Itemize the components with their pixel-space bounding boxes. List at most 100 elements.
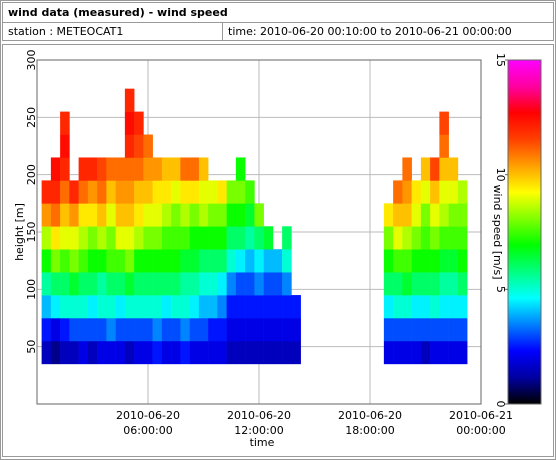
cell (439, 318, 449, 342)
cell (254, 249, 264, 273)
y-tick-label: 100 (25, 279, 38, 300)
cell (134, 203, 144, 227)
cell (124, 249, 135, 273)
cell (208, 226, 218, 250)
cell (143, 180, 153, 204)
cell (106, 203, 116, 227)
cell (198, 203, 209, 227)
cell (198, 226, 209, 250)
cell (411, 249, 422, 273)
cell (180, 295, 190, 319)
cell (411, 226, 422, 250)
cell (245, 203, 255, 227)
cell (254, 295, 264, 319)
cell (411, 272, 422, 296)
cell (134, 180, 144, 204)
cell (180, 272, 190, 296)
cell (430, 180, 440, 204)
plot-border (36, 59, 482, 405)
cell (134, 226, 144, 250)
cell (393, 340, 403, 365)
cell (115, 203, 126, 227)
cell (189, 340, 200, 365)
cell (161, 318, 172, 342)
cell (448, 340, 459, 365)
cell (457, 180, 468, 204)
cell (161, 226, 172, 250)
cell (69, 295, 79, 319)
cell (383, 272, 394, 296)
cell (124, 340, 135, 365)
cell (161, 249, 172, 273)
cell (457, 340, 468, 365)
cell (41, 180, 52, 204)
cell (263, 295, 274, 319)
cell (383, 249, 394, 273)
y-axis-label: height [m] (13, 203, 26, 261)
cell (180, 203, 190, 227)
cell (143, 203, 153, 227)
cell (439, 295, 449, 319)
header-box (2, 2, 554, 41)
cell (87, 226, 98, 250)
cell (60, 295, 70, 319)
cell (263, 340, 274, 365)
cell (272, 272, 283, 296)
cell (254, 272, 264, 296)
cell (198, 180, 209, 204)
cell (439, 249, 449, 273)
cell (282, 226, 292, 250)
cell (217, 249, 227, 273)
cell (152, 203, 163, 227)
cell (291, 340, 301, 365)
cell (208, 249, 218, 273)
cell (97, 272, 107, 296)
cell (254, 203, 264, 227)
y-tick-label: 150 (25, 222, 38, 243)
cell (124, 157, 135, 181)
cell (226, 249, 237, 273)
cell (393, 180, 403, 204)
x-tick-label: 2010-06-20 12:00:00 (227, 409, 291, 437)
cell (383, 340, 394, 365)
cell (69, 180, 79, 204)
cell (60, 134, 70, 158)
cell (171, 318, 181, 342)
cell (50, 272, 61, 296)
cell (420, 340, 431, 365)
cell (226, 203, 237, 227)
cell (180, 318, 190, 342)
cell (272, 318, 283, 342)
cell (87, 340, 98, 365)
cell (208, 340, 218, 365)
cell (78, 295, 89, 319)
cell (161, 180, 172, 204)
cell (420, 226, 431, 250)
cell (189, 272, 200, 296)
cell (60, 340, 70, 365)
cell (189, 295, 200, 319)
cell (411, 295, 422, 319)
period: time: 2010-06-20 00:10:00 to 2010-06-21 … (228, 25, 512, 38)
cell (97, 226, 107, 250)
cell (106, 157, 116, 181)
cell (226, 318, 237, 342)
cell (448, 272, 459, 296)
cell (134, 111, 144, 135)
cell (393, 226, 403, 250)
station: station : METEOCAT1 (8, 25, 123, 38)
cell (171, 203, 181, 227)
cell (152, 157, 163, 181)
cell (69, 226, 79, 250)
cell (402, 295, 412, 319)
cell (291, 295, 301, 319)
cell (180, 226, 190, 250)
cell (124, 318, 135, 342)
cell (282, 340, 292, 365)
cell (60, 180, 70, 204)
cell (106, 318, 116, 342)
cell (78, 203, 89, 227)
cell (134, 340, 144, 365)
cell (189, 203, 200, 227)
cell (393, 203, 403, 227)
